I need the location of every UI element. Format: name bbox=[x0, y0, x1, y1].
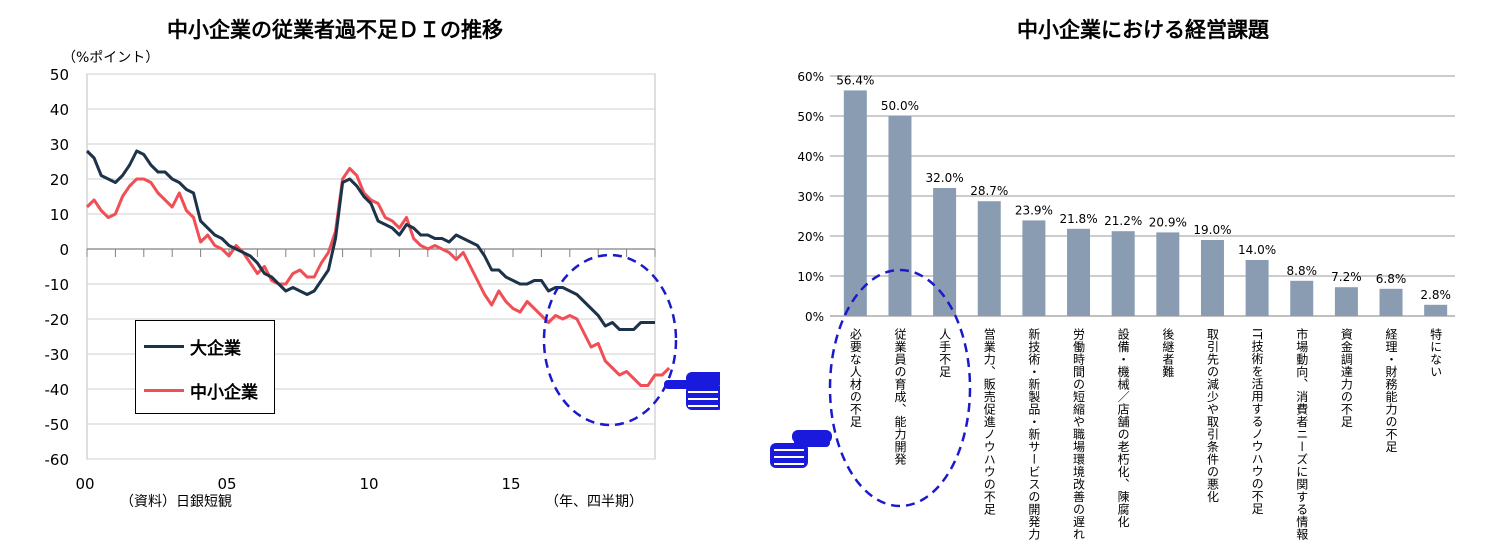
y-tick-label: 60% bbox=[797, 70, 824, 84]
bar-value-label: 50.0% bbox=[881, 99, 919, 113]
pointing-hand-icon bbox=[664, 372, 726, 410]
y-tick-label: -20 bbox=[45, 311, 70, 329]
bar-value-label: 8.8% bbox=[1287, 264, 1318, 278]
x-tick-label: 05 bbox=[217, 475, 236, 493]
bar bbox=[977, 201, 1001, 316]
category-label: 新技術・新製品・新サービスの開発力 bbox=[1027, 327, 1041, 541]
bar bbox=[1379, 288, 1403, 316]
line-chart-panel: 中小企業の従業者過不足ＤＩの推移 （%ポイント） 50 40 30 20 10 0 -10 -… bbox=[0, 0, 726, 550]
bar bbox=[1067, 228, 1091, 316]
legend-swatch-sme bbox=[144, 388, 184, 392]
bar bbox=[933, 188, 957, 316]
legend-item-large: 大企業 bbox=[144, 333, 241, 359]
chart-legend: 大企業 中小企業 bbox=[135, 320, 275, 414]
series-line-sme bbox=[85, 167, 671, 387]
bar-value-label: 56.4% bbox=[836, 73, 874, 87]
category-label: 労働時間の短縮や職場環境改善の遅れ bbox=[1072, 328, 1086, 541]
y-tick-label: 50 bbox=[50, 66, 69, 84]
y-tick-label: 20% bbox=[797, 230, 824, 244]
x-axis-unit: （年、四半期） bbox=[545, 494, 643, 510]
bar bbox=[1200, 240, 1224, 316]
x-tick-label: 15 bbox=[501, 475, 520, 493]
y-tick-label: 40 bbox=[50, 101, 69, 119]
y-tick-label: 30% bbox=[797, 190, 824, 204]
category-label: 設備・機械／店舗の老朽化、陳腐化 bbox=[1116, 327, 1130, 529]
x-tick-label: 10 bbox=[359, 475, 378, 493]
y-tick-label: 10 bbox=[50, 206, 69, 224]
highlight-ellipse bbox=[542, 253, 678, 427]
line-chart: 中小企業の従業者過不足ＤＩの推移 （%ポイント） 50 40 30 20 10 0 -10 -… bbox=[45, 18, 726, 510]
bar-value-label: 23.9% bbox=[1015, 203, 1053, 217]
y-tick-label: 40% bbox=[797, 150, 824, 164]
chart-title: 中小企業の従業者過不足ＤＩの推移 bbox=[167, 18, 503, 42]
category-label: 営業力、販売促進ノウハウの不足 bbox=[982, 328, 996, 516]
bar bbox=[1334, 287, 1358, 316]
category-label: 市場動向、消費者ニーズに関する情報 bbox=[1295, 327, 1309, 541]
bar-value-label: 19.0% bbox=[1193, 223, 1231, 237]
y-tick-label: 0 bbox=[59, 241, 69, 259]
bar-value-label: 14.0% bbox=[1238, 243, 1276, 257]
bar-value-label: 21.8% bbox=[1059, 212, 1097, 226]
y-tick-label: 30 bbox=[50, 136, 69, 154]
category-label: 資金調達力の不足 bbox=[1339, 328, 1353, 429]
y-tick-label: -30 bbox=[45, 346, 70, 364]
series-line-large-firms bbox=[85, 149, 655, 331]
pointing-hand-icon bbox=[770, 430, 832, 468]
legend-label-large: 大企業 bbox=[190, 338, 241, 359]
bar bbox=[1290, 280, 1314, 316]
category-label: 取引先の減少や取引条件の悪化 bbox=[1205, 328, 1219, 503]
bar bbox=[1245, 260, 1269, 316]
y-tick-label: 50% bbox=[797, 110, 824, 124]
y-tick-label: -10 bbox=[45, 276, 70, 294]
bar bbox=[843, 90, 867, 317]
y-tick-label: -50 bbox=[45, 416, 70, 434]
bar bbox=[1022, 220, 1046, 316]
category-label: 後継者難 bbox=[1161, 328, 1175, 378]
y-tick-label: 0% bbox=[805, 310, 824, 324]
bar-value-label: 7.2% bbox=[1331, 270, 1362, 284]
legend-item-sme: 中小企業 bbox=[144, 377, 258, 403]
y-tick-label: -40 bbox=[45, 381, 70, 399]
bar bbox=[888, 116, 912, 316]
category-label: IT技術を活用するノウハウの不足 bbox=[1250, 328, 1264, 515]
bar bbox=[1424, 304, 1448, 316]
category-label: 経理・財務能力の不足 bbox=[1384, 328, 1398, 454]
bar-value-label: 28.7% bbox=[970, 184, 1008, 198]
legend-swatch-large bbox=[144, 344, 184, 348]
bar bbox=[1111, 231, 1135, 316]
y-tick-label: 20 bbox=[50, 171, 69, 189]
chart-title: 中小企業における経営課題 bbox=[1017, 18, 1270, 42]
legend-label-sme: 中小企業 bbox=[190, 382, 258, 403]
category-label: 従業員の育成、能力開発 bbox=[893, 328, 907, 466]
bar-value-label: 2.8% bbox=[1420, 288, 1451, 302]
bar-value-label: 6.8% bbox=[1376, 272, 1407, 286]
bar-value-label: 21.2% bbox=[1104, 214, 1142, 228]
y-tick-label: -60 bbox=[45, 451, 70, 469]
bar-value-label: 20.9% bbox=[1149, 215, 1187, 229]
source-note: （資料）日銀短観 bbox=[120, 493, 232, 510]
highlight-ellipse bbox=[828, 268, 972, 508]
y-tick-label: 10% bbox=[797, 270, 824, 284]
bar-chart: 中小企業における経営課題 0% 10% 20% 30% 40% 50% 60% 56.4% 5… bbox=[770, 18, 1455, 541]
category-label: 特にない bbox=[1429, 327, 1443, 378]
category-label: 人手不足 bbox=[938, 328, 952, 379]
bar bbox=[1156, 232, 1180, 316]
category-label: 必要な人材の不足 bbox=[848, 328, 862, 429]
y-axis-label: （%ポイント） bbox=[62, 50, 159, 66]
bar-chart-panel: 中小企業における経営課題 0% 10% 20% 30% 40% 50% 60% 56.4% 5… bbox=[720, 0, 1500, 550]
x-tick-label: 00 bbox=[75, 475, 94, 493]
bar-value-label: 32.0% bbox=[926, 171, 964, 185]
